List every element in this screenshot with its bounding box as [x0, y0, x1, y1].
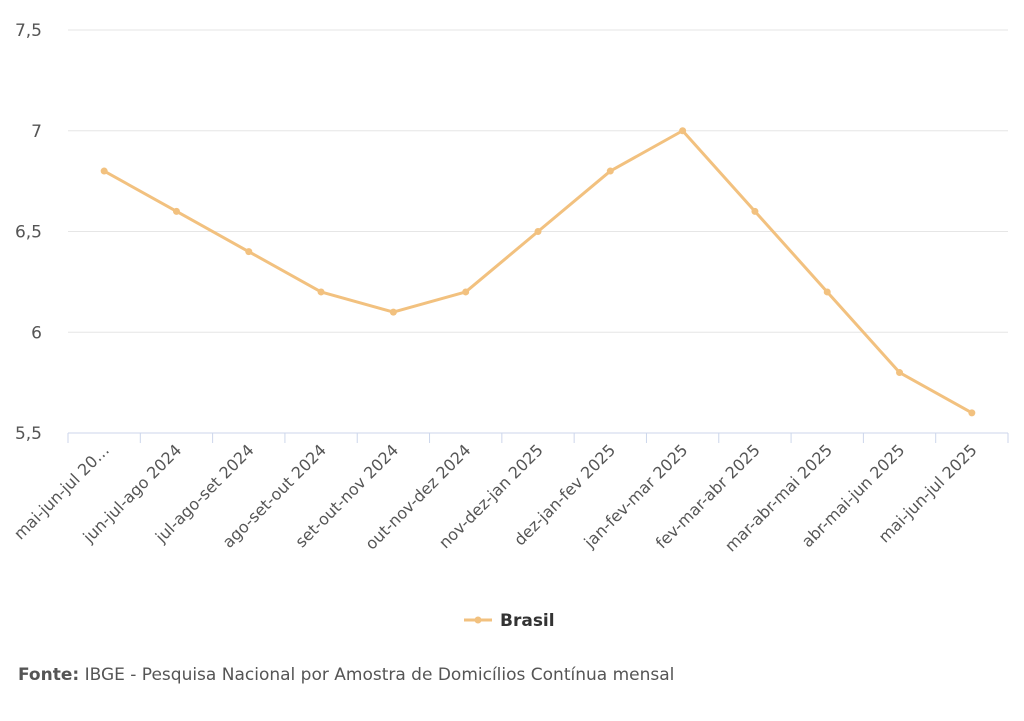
data-point[interactable] [968, 409, 976, 417]
line-chart: 5,5 6 6,5 7 7,5 mai-jun-jul 20…jun-jul-ago 2… [10, 21, 1009, 631]
legend[interactable]: Brasil [464, 611, 555, 631]
data-point[interactable] [679, 127, 687, 135]
source-note: Fonte: IBGE - Pesquisa Nacional por Amos… [18, 665, 674, 685]
data-point[interactable] [751, 207, 759, 215]
y-tick-label: 6 [31, 323, 42, 343]
gridlines [68, 29, 1008, 333]
y-tick-label: 7 [31, 122, 42, 142]
y-tick-label: 6,5 [15, 223, 42, 243]
data-point[interactable] [896, 369, 904, 377]
y-axis: 5,5 6 6,5 7 7,5 [15, 21, 42, 444]
data-point[interactable] [100, 167, 108, 175]
source-label: Fonte: [18, 665, 80, 685]
data-point[interactable] [172, 207, 180, 215]
data-point[interactable] [823, 288, 831, 296]
data-point[interactable] [389, 308, 397, 316]
data-point[interactable] [245, 248, 253, 256]
data-point[interactable] [606, 167, 614, 175]
legend-point-marker [474, 616, 482, 624]
source-text: IBGE - Pesquisa Nacional por Amostra de … [84, 665, 675, 685]
data-point[interactable] [462, 288, 470, 296]
y-tick-label: 5,5 [15, 424, 42, 444]
y-tick-label: 7,5 [15, 21, 42, 41]
series-brasil[interactable] [100, 127, 976, 417]
data-point[interactable] [534, 228, 542, 235]
legend-label-brasil: Brasil [500, 611, 555, 631]
series-line [103, 129, 973, 415]
data-point[interactable] [317, 288, 325, 296]
x-axis: mai-jun-jul 20…jun-jul-ago 2024jul-ago-s… [10, 432, 1009, 555]
